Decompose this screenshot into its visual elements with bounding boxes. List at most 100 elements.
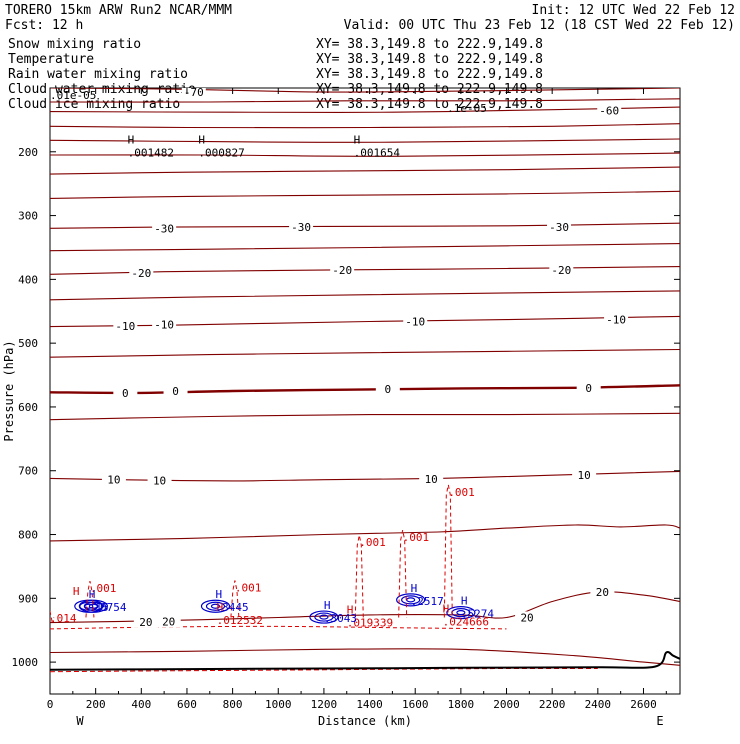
plot-area: -70 -60 -30 -30 -30 -20 -20 -20 -10 -10 -10 -10 0 0 0 0… <box>2 87 681 728</box>
temperature-contour-label: -20 <box>551 264 571 277</box>
contour-label-bg <box>289 221 314 234</box>
legend-label-snow: Snow mixing ratio <box>8 37 141 52</box>
temperature-contour-label: -30 <box>154 222 174 235</box>
temperature-contour <box>50 290 680 301</box>
contour-label-bg <box>147 474 172 487</box>
rain-contour <box>398 529 408 618</box>
temperature-contour <box>50 152 680 157</box>
cloud-water-max-marker: H <box>461 595 468 608</box>
snow-max-label: .000827 <box>198 146 244 159</box>
legend-label-cloud-water: Cloud water mixing ratio <box>8 82 196 97</box>
y-tick-label: 900 <box>18 592 38 605</box>
rain-max-label: .001 <box>359 536 386 549</box>
x-tick-label: 200 <box>86 698 106 711</box>
temperature-contour <box>50 123 680 129</box>
legend-xy-snow: XY= 38.3,149.8 to 222.9,149.8 <box>316 37 543 52</box>
y-tick-label: 800 <box>18 529 38 542</box>
temperature-contour <box>50 138 680 143</box>
temperature-contour-label: -10 <box>115 320 135 333</box>
x-tick-label: 1400 <box>356 698 383 711</box>
contour-label-bg <box>152 222 177 235</box>
forecast-hour: Fcst: 12 h <box>5 18 83 33</box>
snow-max-label: .001482 <box>128 146 174 159</box>
snow-max-marker: H <box>198 133 205 146</box>
contour-label-bg <box>181 88 206 98</box>
contour-label-bg <box>590 585 615 598</box>
snow-max-label: .01e-05 <box>50 89 96 102</box>
contour-label-bg <box>129 266 154 279</box>
temperature-contour-label: 10 <box>107 474 120 487</box>
terrain-profile <box>50 651 680 671</box>
legend-label-temperature: Temperature <box>8 52 94 67</box>
cloud-water-max-marker: H <box>411 582 418 595</box>
plot-inner: -70 -60 -30 -30 -30 -20 -20 -20 -10 -10 -10 -10 0 0 0 0… <box>50 88 680 673</box>
cloud-water-contour <box>446 606 476 620</box>
contour-label-bg <box>133 615 158 628</box>
y-tick-label: 700 <box>18 465 38 478</box>
rain-max-label: .014 <box>50 612 77 625</box>
legend-xy-cloud-ice: XY= 38.3,149.8 to 222.9,149.8 <box>316 97 543 112</box>
rain-contour <box>85 580 95 618</box>
temperature-contour <box>50 166 680 175</box>
rain-max-label: .001 <box>235 581 261 594</box>
y-tick-label: 1000 <box>12 656 39 669</box>
rain-max-label: .001 <box>448 486 475 499</box>
contour-label-bg <box>403 315 428 328</box>
y-tick-label: 600 <box>18 401 38 414</box>
contour-label-bg <box>597 104 622 117</box>
temperature-contour-label: 20 <box>596 586 609 599</box>
cloud-water-contour <box>396 593 426 607</box>
temperature-contour-label: 10 <box>153 474 166 487</box>
rain-max-label: .024666 <box>443 615 489 628</box>
temperature-contour <box>50 384 680 395</box>
cloud-water-contour <box>200 599 231 613</box>
cloud-water-contour <box>319 614 329 620</box>
contour-label-bg <box>163 385 188 397</box>
contour-label-bg <box>604 313 629 326</box>
cloud-water-contour <box>205 601 226 611</box>
temperature-contour <box>50 648 680 666</box>
temperature-contour-label: 0 <box>585 382 592 395</box>
temperature-contour-label: 0 <box>122 387 129 400</box>
cloud-water-max-label: .2517 <box>411 595 444 608</box>
cloud-water-contour <box>210 603 221 609</box>
rain-max-label: .001 <box>90 582 117 595</box>
temperature-contour <box>50 190 680 199</box>
temperature-contour <box>50 412 680 421</box>
y-tick-label: 200 <box>18 146 38 159</box>
rain-contour <box>50 625 507 630</box>
temperature-contour-label: -20 <box>332 264 352 277</box>
temperature-contour <box>50 315 680 328</box>
contour-label-bg <box>113 319 138 332</box>
x-tick-label: 0 <box>47 698 54 711</box>
cloud-water-max-label: .3043 <box>324 612 357 625</box>
cloud-water-max-marker: H <box>215 588 222 601</box>
y-tick-label: 400 <box>18 273 38 286</box>
x-tick-label: 800 <box>223 698 243 711</box>
cloud-water-max-label: .15 <box>89 601 109 614</box>
rain-max-label: .019339 <box>347 617 393 630</box>
cloud-water-max-label: .0754 <box>93 601 126 614</box>
plot-frame <box>49 87 681 695</box>
snow-max-label: .001654 <box>354 146 401 159</box>
cloud-water-max-marker: H <box>324 599 331 612</box>
snow-max-marker: H <box>354 133 361 146</box>
x-axis-title: Distance (km) <box>318 714 412 728</box>
contour-label-bg <box>549 263 574 276</box>
cloud-water-contour <box>456 610 466 616</box>
legend-label-cloud-ice: Cloud ice mixing ratio <box>8 97 180 112</box>
temperature-contour-label: 0 <box>172 385 179 398</box>
rain-contour <box>443 484 453 618</box>
temperature-contour-label: -30 <box>291 221 311 234</box>
x-tick-label: 1200 <box>311 698 338 711</box>
y-tick-label: 500 <box>18 337 38 350</box>
cloud-water-max-label: .3445 <box>215 601 248 614</box>
contour-label-bg <box>101 473 126 486</box>
x-tick-label: 2400 <box>585 698 612 711</box>
x-tick-label: 2600 <box>630 698 657 711</box>
contour-label-bg <box>330 263 355 276</box>
x-tick-label: 400 <box>131 698 151 711</box>
temperature-contour <box>50 222 680 229</box>
contour-label-bg <box>152 318 177 331</box>
